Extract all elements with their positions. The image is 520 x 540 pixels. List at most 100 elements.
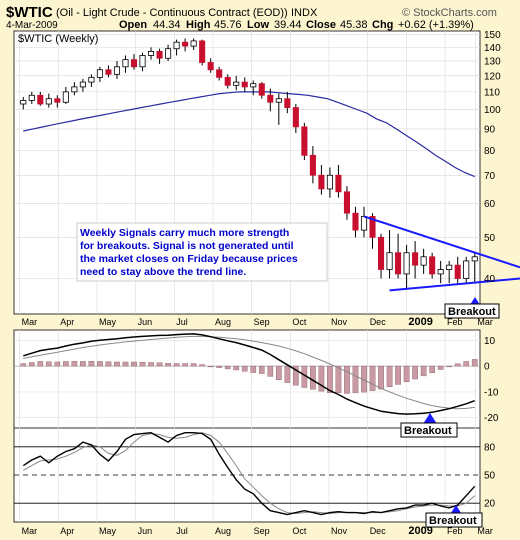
- histogram-bar: [386, 365, 393, 387]
- breakout-marker-macd: Breakout: [400, 413, 458, 438]
- x-tick-label: 2009: [408, 316, 432, 328]
- candle-up: [147, 50, 155, 56]
- candle-down: [377, 236, 385, 270]
- x-tick-label: Sep: [254, 317, 270, 327]
- upper-trend-line: [363, 215, 520, 269]
- candle-down: [267, 94, 274, 103]
- histogram-bar: [105, 361, 112, 367]
- price-y-tick-label: 70: [484, 171, 496, 182]
- x-tick-label: Mar: [22, 526, 38, 536]
- histogram-bar: [429, 365, 435, 374]
- histogram-bar: [310, 365, 316, 390]
- candle-up: [45, 98, 52, 105]
- histogram-bar: [369, 365, 376, 391]
- candle-up: [79, 81, 86, 88]
- candle-up: [446, 264, 453, 270]
- histogram-bar: [71, 361, 78, 367]
- histogram-bar: [446, 365, 453, 368]
- candle-down: [369, 216, 376, 238]
- histogram-bar: [258, 365, 265, 374]
- macd-signal-line: [23, 335, 475, 410]
- price-y-tick-label: 90: [484, 124, 496, 135]
- breakout-label: Breakout: [404, 425, 452, 437]
- histogram-bar: [241, 365, 248, 372]
- price-y-tick-label: 40: [484, 274, 496, 285]
- x-tick-label: Oct: [292, 526, 307, 536]
- candle-up: [62, 91, 69, 103]
- price-y-tick-label: 150: [484, 30, 501, 41]
- candle-down: [395, 252, 402, 275]
- candle-up: [386, 252, 393, 270]
- histogram-bar: [412, 365, 418, 380]
- x-tick-label: Jul: [176, 526, 188, 536]
- close-label: Close: [306, 19, 336, 31]
- candle-down: [207, 62, 214, 71]
- price-y-tick-label: 130: [484, 57, 501, 68]
- breakout-marker-price: Breakout: [444, 297, 500, 319]
- histogram-bar: [352, 365, 359, 394]
- candle-down: [54, 98, 61, 103]
- candle-down: [301, 126, 308, 156]
- candle-up: [173, 41, 180, 50]
- macd-y-tick-label: 10: [484, 336, 496, 347]
- candle-up: [233, 81, 240, 86]
- x-tick-label: Nov: [331, 317, 348, 327]
- macd-y-tick-label: 0: [484, 362, 490, 373]
- candle-up: [20, 100, 27, 105]
- histogram-bar: [165, 363, 171, 367]
- candle-down: [292, 107, 299, 128]
- histogram-bar: [463, 361, 470, 367]
- histogram-bar: [216, 365, 223, 368]
- histogram-bar: [20, 363, 27, 367]
- price-series: [20, 38, 520, 292]
- candle-up: [420, 256, 427, 266]
- inner-chart-label: $WTIC (Weekly): [18, 33, 98, 45]
- candle-up: [326, 174, 333, 190]
- x-tick-label: Jul: [176, 317, 188, 327]
- candle-down: [454, 264, 461, 279]
- x-tick-label: Dec: [370, 526, 387, 536]
- candle-up: [190, 40, 197, 47]
- high-label: High: [186, 19, 211, 31]
- stochastic-y-tick-label: 20: [484, 499, 496, 510]
- x-tick-label: Dec: [370, 317, 387, 327]
- histogram-bar: [335, 365, 342, 393]
- x-tick-label: Oct: [292, 317, 307, 327]
- candle-up: [437, 269, 444, 275]
- stochastic-y-tick-label: 50: [484, 471, 496, 482]
- open-value: 44.34: [153, 19, 181, 31]
- histogram-bar: [54, 361, 61, 367]
- histogram-bar: [378, 365, 384, 390]
- macd-line: [23, 333, 475, 415]
- candle-down: [182, 41, 189, 47]
- price-y-tick-label: 140: [484, 43, 501, 54]
- histogram-bar: [139, 362, 146, 367]
- high-value: 45.76: [214, 19, 242, 31]
- annotation-line-2: for breakouts. Signal is not generated u…: [80, 240, 294, 252]
- candle-up: [122, 59, 129, 68]
- x-tick-label: 2009: [408, 525, 432, 537]
- x-tick-label: Jun: [138, 526, 153, 536]
- candle-up: [88, 76, 95, 83]
- histogram-bar: [63, 361, 69, 367]
- histogram-bar: [267, 365, 274, 377]
- candle-up: [275, 98, 282, 103]
- x-tick-label: Mar: [22, 317, 38, 327]
- chg-value: +0.62 (+1.39%): [398, 19, 474, 31]
- histogram-bar: [131, 361, 137, 367]
- histogram-bar: [28, 362, 35, 367]
- histogram-bar: [471, 359, 478, 367]
- candle-up: [250, 83, 257, 88]
- candle-down: [352, 212, 359, 231]
- candle-up: [71, 86, 78, 93]
- candle-down: [318, 174, 325, 190]
- histogram-bar: [395, 365, 401, 385]
- candle-up: [96, 69, 103, 78]
- histogram-bar: [318, 365, 325, 392]
- macd-y-tick-label: -10: [484, 387, 499, 398]
- candle-down: [199, 40, 206, 63]
- x-tick-label: May: [99, 526, 117, 536]
- histogram-bar: [199, 364, 205, 367]
